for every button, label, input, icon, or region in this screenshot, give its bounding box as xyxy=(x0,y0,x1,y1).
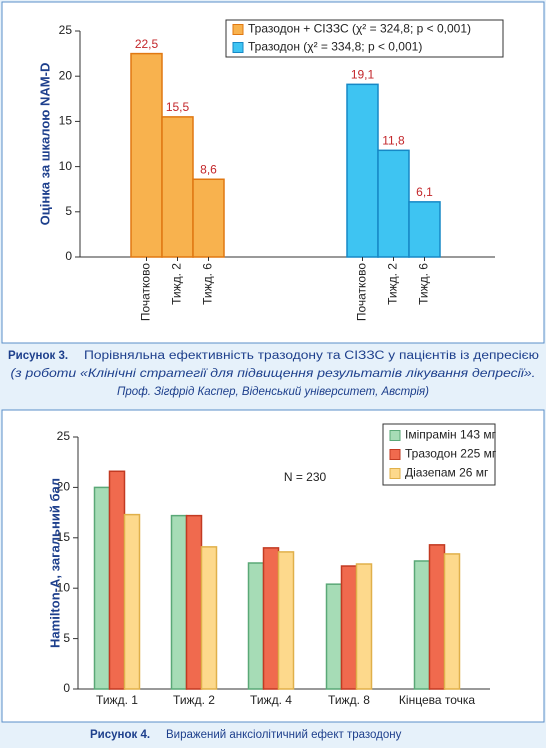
y-tick-label: 15 xyxy=(57,530,71,544)
bar xyxy=(355,563,373,690)
legend-box xyxy=(382,423,496,486)
bar xyxy=(200,546,218,690)
bar xyxy=(428,544,446,690)
x-tick-label: Тижд. 2 xyxy=(170,263,184,305)
x-tick-label: Тижд. 1 xyxy=(96,693,138,707)
y-tick-label: 25 xyxy=(57,429,71,443)
legend-label: Тразодон + СІЗЗС (χ² = 324,8; p < 0,001) xyxy=(248,22,471,36)
x-tick-label: Тижд. 6 xyxy=(417,263,431,305)
bar xyxy=(130,52,163,258)
x-tick-label: Тижд. 2 xyxy=(386,263,400,305)
y-tick-label: 0 xyxy=(63,681,70,695)
y-axis-label: Оцінка за шкалою NAM-D xyxy=(37,63,52,226)
caption-label: Рисунок 3. xyxy=(8,350,68,362)
bar xyxy=(408,201,441,258)
legend-swatch xyxy=(232,42,244,53)
x-tick-label: Початково xyxy=(139,263,153,321)
caption-source: (з роботи «Клінічні стратегії для підвищ… xyxy=(11,368,536,380)
y-tick-label: 0 xyxy=(65,249,72,263)
bar xyxy=(247,562,265,690)
legend-swatch xyxy=(389,468,401,479)
y-tick-label: 10 xyxy=(59,159,73,173)
bar xyxy=(262,547,280,690)
x-tick-label: Тижд. 4 xyxy=(250,693,292,707)
bar xyxy=(443,553,461,690)
legend-box xyxy=(225,19,504,58)
legend-label: Тразодон 225 мг xyxy=(405,447,497,461)
bar xyxy=(325,583,343,690)
value-label: 6,1 xyxy=(416,185,433,199)
bar xyxy=(413,560,431,690)
annotation: N = 230 xyxy=(284,470,327,484)
caption: Порівняльна ефективність тразодону та СІ… xyxy=(84,350,539,362)
y-tick-label: 20 xyxy=(57,480,71,494)
y-tick-label: 10 xyxy=(57,580,71,594)
bar xyxy=(185,514,203,690)
bar xyxy=(277,551,295,690)
bar xyxy=(346,83,379,258)
bar xyxy=(161,116,194,258)
y-tick-label: 15 xyxy=(59,114,73,128)
legend-swatch xyxy=(389,449,401,460)
x-tick-label: Початково xyxy=(355,263,369,321)
legend-swatch xyxy=(232,24,244,35)
y-axis-label: Hamilton-A, загальний бал xyxy=(47,478,62,648)
x-tick-label: Тижд. 6 xyxy=(201,263,215,305)
bar xyxy=(108,470,126,690)
caption-source: Проф. Зігфрід Каспер, Віденський універс… xyxy=(117,386,429,398)
value-label: 22,5 xyxy=(135,37,159,51)
y-tick-label: 5 xyxy=(65,204,72,218)
bar xyxy=(340,565,358,690)
value-label: 11,8 xyxy=(382,133,405,147)
bar xyxy=(170,514,188,690)
panel xyxy=(1,1,545,344)
bar xyxy=(93,486,111,690)
value-label: 8,6 xyxy=(200,162,217,176)
legend-swatch xyxy=(389,430,401,441)
y-tick-label: 5 xyxy=(63,631,70,645)
y-tick-label: 25 xyxy=(59,23,73,37)
legend-label: Іміпрамін 143 мг xyxy=(405,428,497,442)
x-tick-label: Тижд. 2 xyxy=(173,693,215,707)
x-tick-label: Тижд. 8 xyxy=(328,693,370,707)
value-label: 15,5 xyxy=(166,100,190,114)
legend-label: Діазепам 26 мг xyxy=(405,466,489,480)
legend-label: Тразодон (χ² = 334,8; p < 0,001) xyxy=(248,40,422,54)
bar xyxy=(192,178,225,258)
bar xyxy=(123,513,141,690)
x-tick-label: Кінцева точка xyxy=(399,693,475,707)
caption-label: Рисунок 4. xyxy=(90,729,150,741)
value-label: 19,1 xyxy=(351,68,375,82)
caption: Виражений анксіолітичний ефект тразодону xyxy=(166,729,402,741)
bar xyxy=(377,149,410,258)
y-tick-label: 20 xyxy=(59,68,73,82)
